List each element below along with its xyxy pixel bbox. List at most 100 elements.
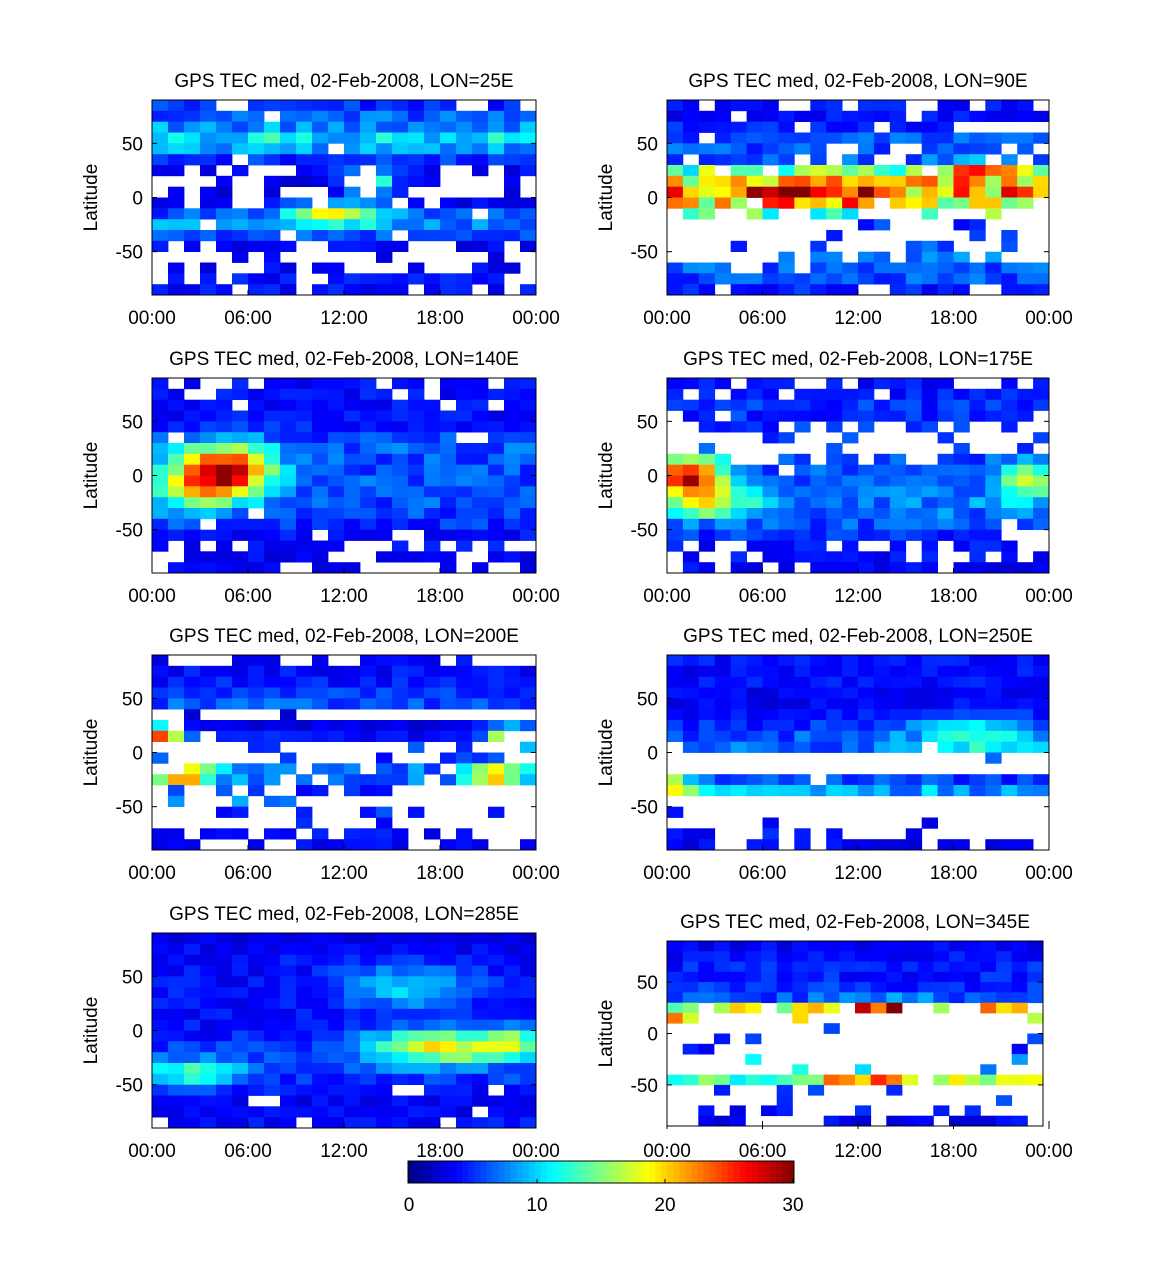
heatmap-cell bbox=[280, 709, 297, 721]
x-tick-label: 18:00 bbox=[930, 1141, 978, 1162]
heatmap-cell bbox=[344, 976, 361, 988]
heatmap-cell bbox=[794, 197, 811, 209]
heatmap-cell bbox=[921, 655, 938, 667]
heatmap-cell bbox=[873, 785, 891, 797]
heatmap-cell bbox=[746, 518, 763, 530]
heatmap-cell bbox=[504, 763, 521, 775]
heatmap-cell bbox=[520, 1106, 537, 1118]
heatmap-cell bbox=[280, 432, 297, 444]
heatmap-cell bbox=[168, 475, 185, 487]
heatmap-cell bbox=[996, 971, 1013, 983]
heatmap-cell bbox=[714, 486, 732, 498]
x-tick-label: 18:00 bbox=[416, 1141, 464, 1162]
heatmap-cell bbox=[232, 497, 249, 509]
heatmap-cell bbox=[870, 992, 887, 1004]
x-tick-label: 00:00 bbox=[1025, 1141, 1073, 1162]
heatmap-cell bbox=[730, 785, 747, 797]
heatmap-cell bbox=[328, 475, 345, 487]
heatmap-cell bbox=[248, 399, 265, 411]
heatmap-cell bbox=[823, 961, 840, 973]
heatmap-cell bbox=[232, 987, 249, 999]
heatmap-cell bbox=[714, 475, 732, 487]
heatmap-cell bbox=[905, 720, 923, 732]
heatmap-cell bbox=[280, 698, 297, 710]
heatmap-cell bbox=[921, 676, 938, 688]
heatmap-cell bbox=[248, 453, 265, 465]
heatmap-cell bbox=[1033, 687, 1050, 699]
heatmap-cell bbox=[472, 774, 489, 786]
heatmap-cell bbox=[667, 785, 684, 797]
heatmap-cell bbox=[889, 518, 907, 530]
heatmap-cell bbox=[392, 687, 409, 699]
heatmap-cell bbox=[360, 806, 377, 818]
heatmap-cell bbox=[698, 741, 716, 753]
heatmap-cell bbox=[778, 475, 795, 487]
heatmap-cell bbox=[826, 475, 843, 487]
heatmap-cell bbox=[440, 1008, 457, 1020]
heatmap-cell bbox=[184, 1030, 201, 1042]
heatmap-cell bbox=[184, 154, 201, 166]
heatmap-cell bbox=[328, 1117, 345, 1129]
heatmap-cell bbox=[408, 508, 425, 520]
heatmap-cell bbox=[376, 132, 393, 144]
heatmap-cell bbox=[168, 464, 185, 476]
heatmap-cell bbox=[424, 453, 441, 465]
x-tick-label: 00:00 bbox=[512, 586, 560, 607]
heatmap-cell bbox=[408, 197, 425, 209]
heatmap-cell bbox=[745, 961, 762, 973]
heatmap-cell bbox=[682, 1074, 699, 1086]
heatmap-cell bbox=[873, 709, 891, 721]
heatmap-cell bbox=[667, 165, 684, 177]
heatmap-cell bbox=[184, 1106, 201, 1118]
heatmap-cell bbox=[746, 165, 763, 177]
heatmap-cell bbox=[839, 971, 856, 983]
heatmap-cell bbox=[168, 208, 185, 220]
heatmap-cell bbox=[328, 154, 345, 166]
heatmap-cell bbox=[376, 208, 393, 220]
heatmap-cell bbox=[248, 230, 265, 242]
heatmap-cell bbox=[328, 262, 345, 274]
heatmap-cell bbox=[1001, 839, 1018, 851]
heatmap-cell bbox=[969, 219, 986, 231]
colorbar-segment bbox=[438, 1161, 445, 1183]
heatmap-cell bbox=[937, 655, 954, 667]
heatmap-cell bbox=[953, 132, 970, 144]
heatmap-cell bbox=[810, 486, 827, 498]
heatmap-cell bbox=[312, 987, 329, 999]
colorbar-segment bbox=[456, 1161, 463, 1183]
heatmap-cell bbox=[408, 486, 425, 498]
heatmap-cell bbox=[152, 378, 169, 390]
heatmap-cell bbox=[200, 687, 217, 699]
heatmap-cell bbox=[488, 720, 505, 732]
y-tick-label: 50 bbox=[637, 134, 658, 155]
heatmap-cell bbox=[392, 943, 409, 955]
heatmap-cell bbox=[1027, 941, 1044, 952]
heatmap-cell bbox=[905, 284, 923, 296]
heatmap-cell bbox=[168, 1030, 185, 1042]
heatmap-cell bbox=[344, 388, 361, 400]
heatmap-cell bbox=[472, 230, 489, 242]
heatmap-cell bbox=[953, 110, 970, 122]
heatmap-cell bbox=[472, 421, 489, 433]
heatmap-cell bbox=[921, 197, 938, 209]
heatmap-cell bbox=[794, 508, 811, 520]
heatmap-cell bbox=[778, 154, 795, 166]
heatmap-cell bbox=[472, 464, 489, 476]
heatmap-cell bbox=[902, 971, 919, 983]
heatmap-cell bbox=[184, 529, 201, 541]
x-tick-label: 12:00 bbox=[834, 1141, 882, 1162]
heatmap-cell bbox=[408, 987, 425, 999]
heatmap-cell bbox=[248, 998, 265, 1010]
heatmap-cell bbox=[842, 741, 859, 753]
heatmap-cell bbox=[889, 774, 907, 786]
heatmap-cell bbox=[488, 475, 505, 487]
heatmap-cell bbox=[376, 1063, 393, 1075]
heatmap-cell bbox=[344, 453, 361, 465]
heatmap-cell bbox=[216, 540, 233, 552]
heatmap-cell bbox=[344, 529, 361, 541]
heatmap-cell bbox=[714, 992, 731, 1004]
colorbar-segment bbox=[769, 1161, 777, 1183]
heatmap-cell bbox=[921, 154, 938, 166]
heatmap-cell bbox=[296, 486, 313, 498]
heatmap-cell bbox=[504, 665, 521, 677]
